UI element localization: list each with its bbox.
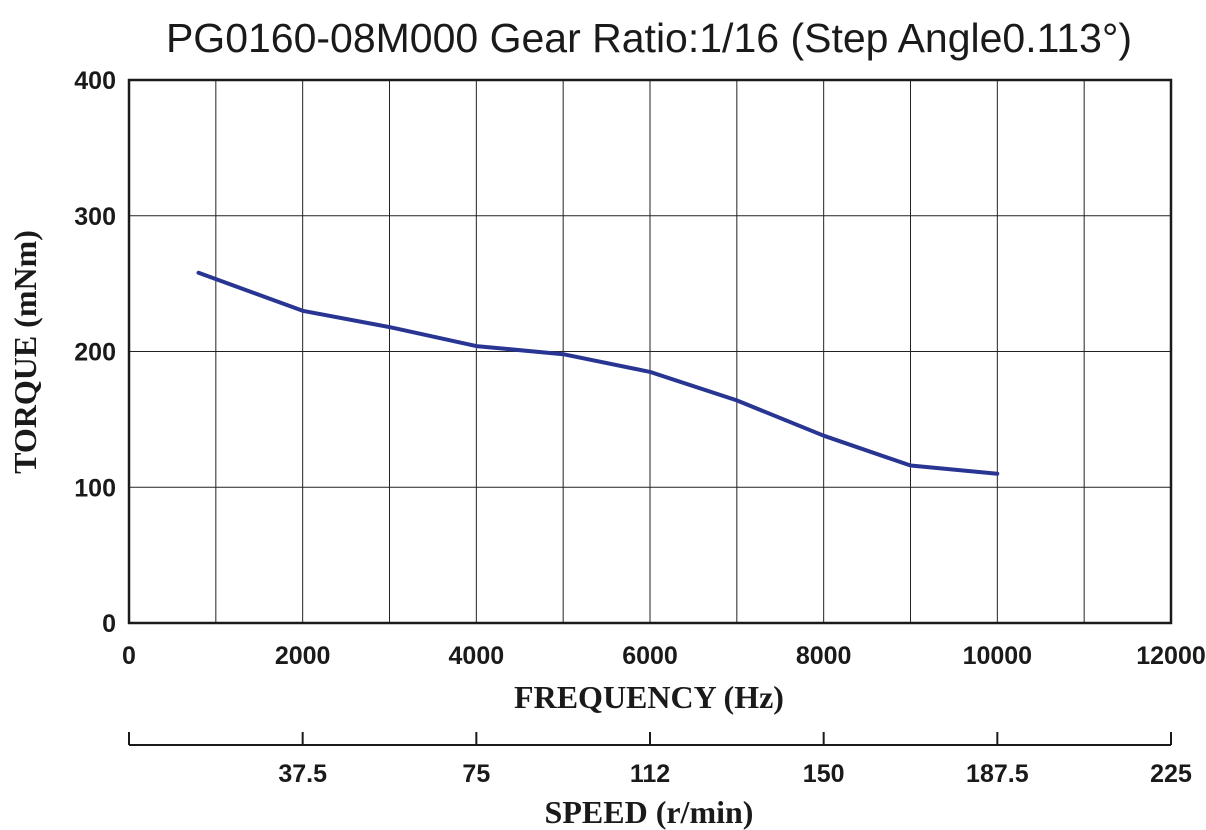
y-tick-label: 100 [74, 474, 116, 502]
speed-tick-label: 225 [1150, 760, 1192, 788]
x-tick-label: 0 [122, 642, 136, 670]
series-line [196, 270, 1000, 476]
speed-tick-label: 150 [803, 760, 845, 788]
x-tick-label: 12000 [1136, 642, 1206, 670]
y-tick-label: 0 [102, 610, 116, 638]
data-series [196, 270, 1000, 476]
speed-axis: 37.5 75 112 150 187.5 225 [128, 732, 1192, 788]
x-tick-label: 10000 [963, 642, 1033, 670]
plot-frame [127, 78, 1173, 625]
speed-tick-label: 187.5 [966, 760, 1029, 788]
y-tick-label: 400 [74, 67, 116, 95]
chart-title: PG0160-08M000 Gear Ratio:1/16 (Step Angl… [166, 15, 1132, 61]
x-tick-label: 8000 [796, 642, 852, 670]
y-axis-ticks: 0 100 200 300 400 [74, 67, 116, 638]
x-tick-label: 4000 [449, 642, 505, 670]
speed-tick-label: 112 [630, 760, 670, 788]
x-tick-label: 6000 [622, 642, 678, 670]
grid-lines [129, 80, 1171, 623]
x-axis-label: FREQUENCY (Hz) [514, 679, 784, 715]
x-axis-ticks: 0 2000 4000 6000 8000 10000 12000 [122, 642, 1206, 670]
y-tick-label: 200 [74, 339, 116, 367]
y-tick-label: 300 [74, 203, 116, 231]
speed-tick-label: 75 [462, 760, 490, 788]
x-tick-label: 2000 [275, 642, 331, 670]
speed-axis-label: SPEED (r/min) [545, 794, 754, 830]
speed-tick-label: 37.5 [278, 760, 327, 788]
y-axis-label: TORQUE (mNm) [7, 230, 43, 474]
